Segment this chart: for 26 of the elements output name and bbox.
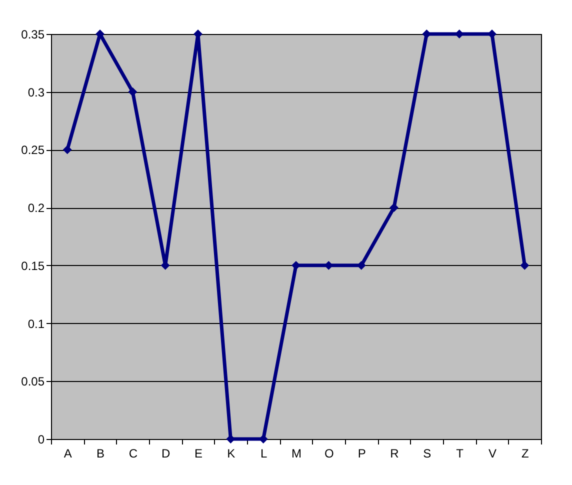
- y-tick-label: 0.2: [28, 201, 45, 216]
- y-tick-label: 0.3: [28, 85, 45, 100]
- x-tick-label: D: [161, 446, 170, 460]
- y-tick-label: 0.1: [28, 316, 45, 331]
- x-tick-label: T: [456, 446, 464, 460]
- y-tick-label: 0.25: [21, 143, 45, 158]
- x-tick-label: Z: [521, 446, 529, 460]
- x-tick-label: R: [390, 446, 400, 460]
- y-tick-label: 0.05: [21, 374, 45, 389]
- x-tick-label: P: [358, 446, 366, 460]
- x-tick-label: V: [488, 446, 497, 460]
- x-tick-label: S: [423, 446, 432, 460]
- y-tick-label: 0.15: [21, 258, 45, 273]
- x-tick-label: B: [96, 446, 105, 460]
- x-tick-label: L: [260, 446, 268, 460]
- x-tick-label: K: [227, 446, 236, 460]
- x-tick-label: O: [324, 446, 334, 460]
- point: [128, 87, 138, 96]
- x-tick-label: E: [194, 446, 203, 460]
- x-tick-label: M: [292, 446, 302, 460]
- point: [390, 203, 398, 212]
- point: [62, 145, 72, 154]
- y-tick-label: 0.35: [21, 28, 45, 42]
- x-tick-label: A: [64, 446, 72, 460]
- y-tick-label: 0: [38, 432, 45, 446]
- x-tick-label: C: [128, 446, 138, 460]
